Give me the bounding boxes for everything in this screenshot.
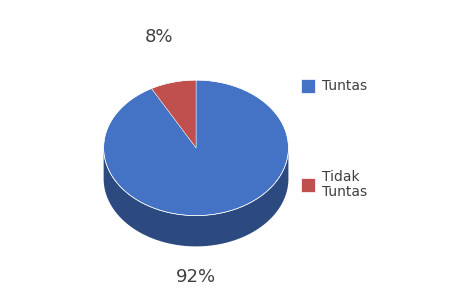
FancyBboxPatch shape [301,79,315,93]
Polygon shape [103,148,288,246]
Text: Tidak: Tidak [322,170,360,184]
Text: 92%: 92% [176,268,216,286]
Text: Tuntas: Tuntas [322,185,368,200]
Polygon shape [151,80,196,148]
Text: Tuntas: Tuntas [322,79,368,93]
Polygon shape [103,80,288,216]
Text: 8%: 8% [145,28,173,46]
FancyBboxPatch shape [301,178,315,192]
